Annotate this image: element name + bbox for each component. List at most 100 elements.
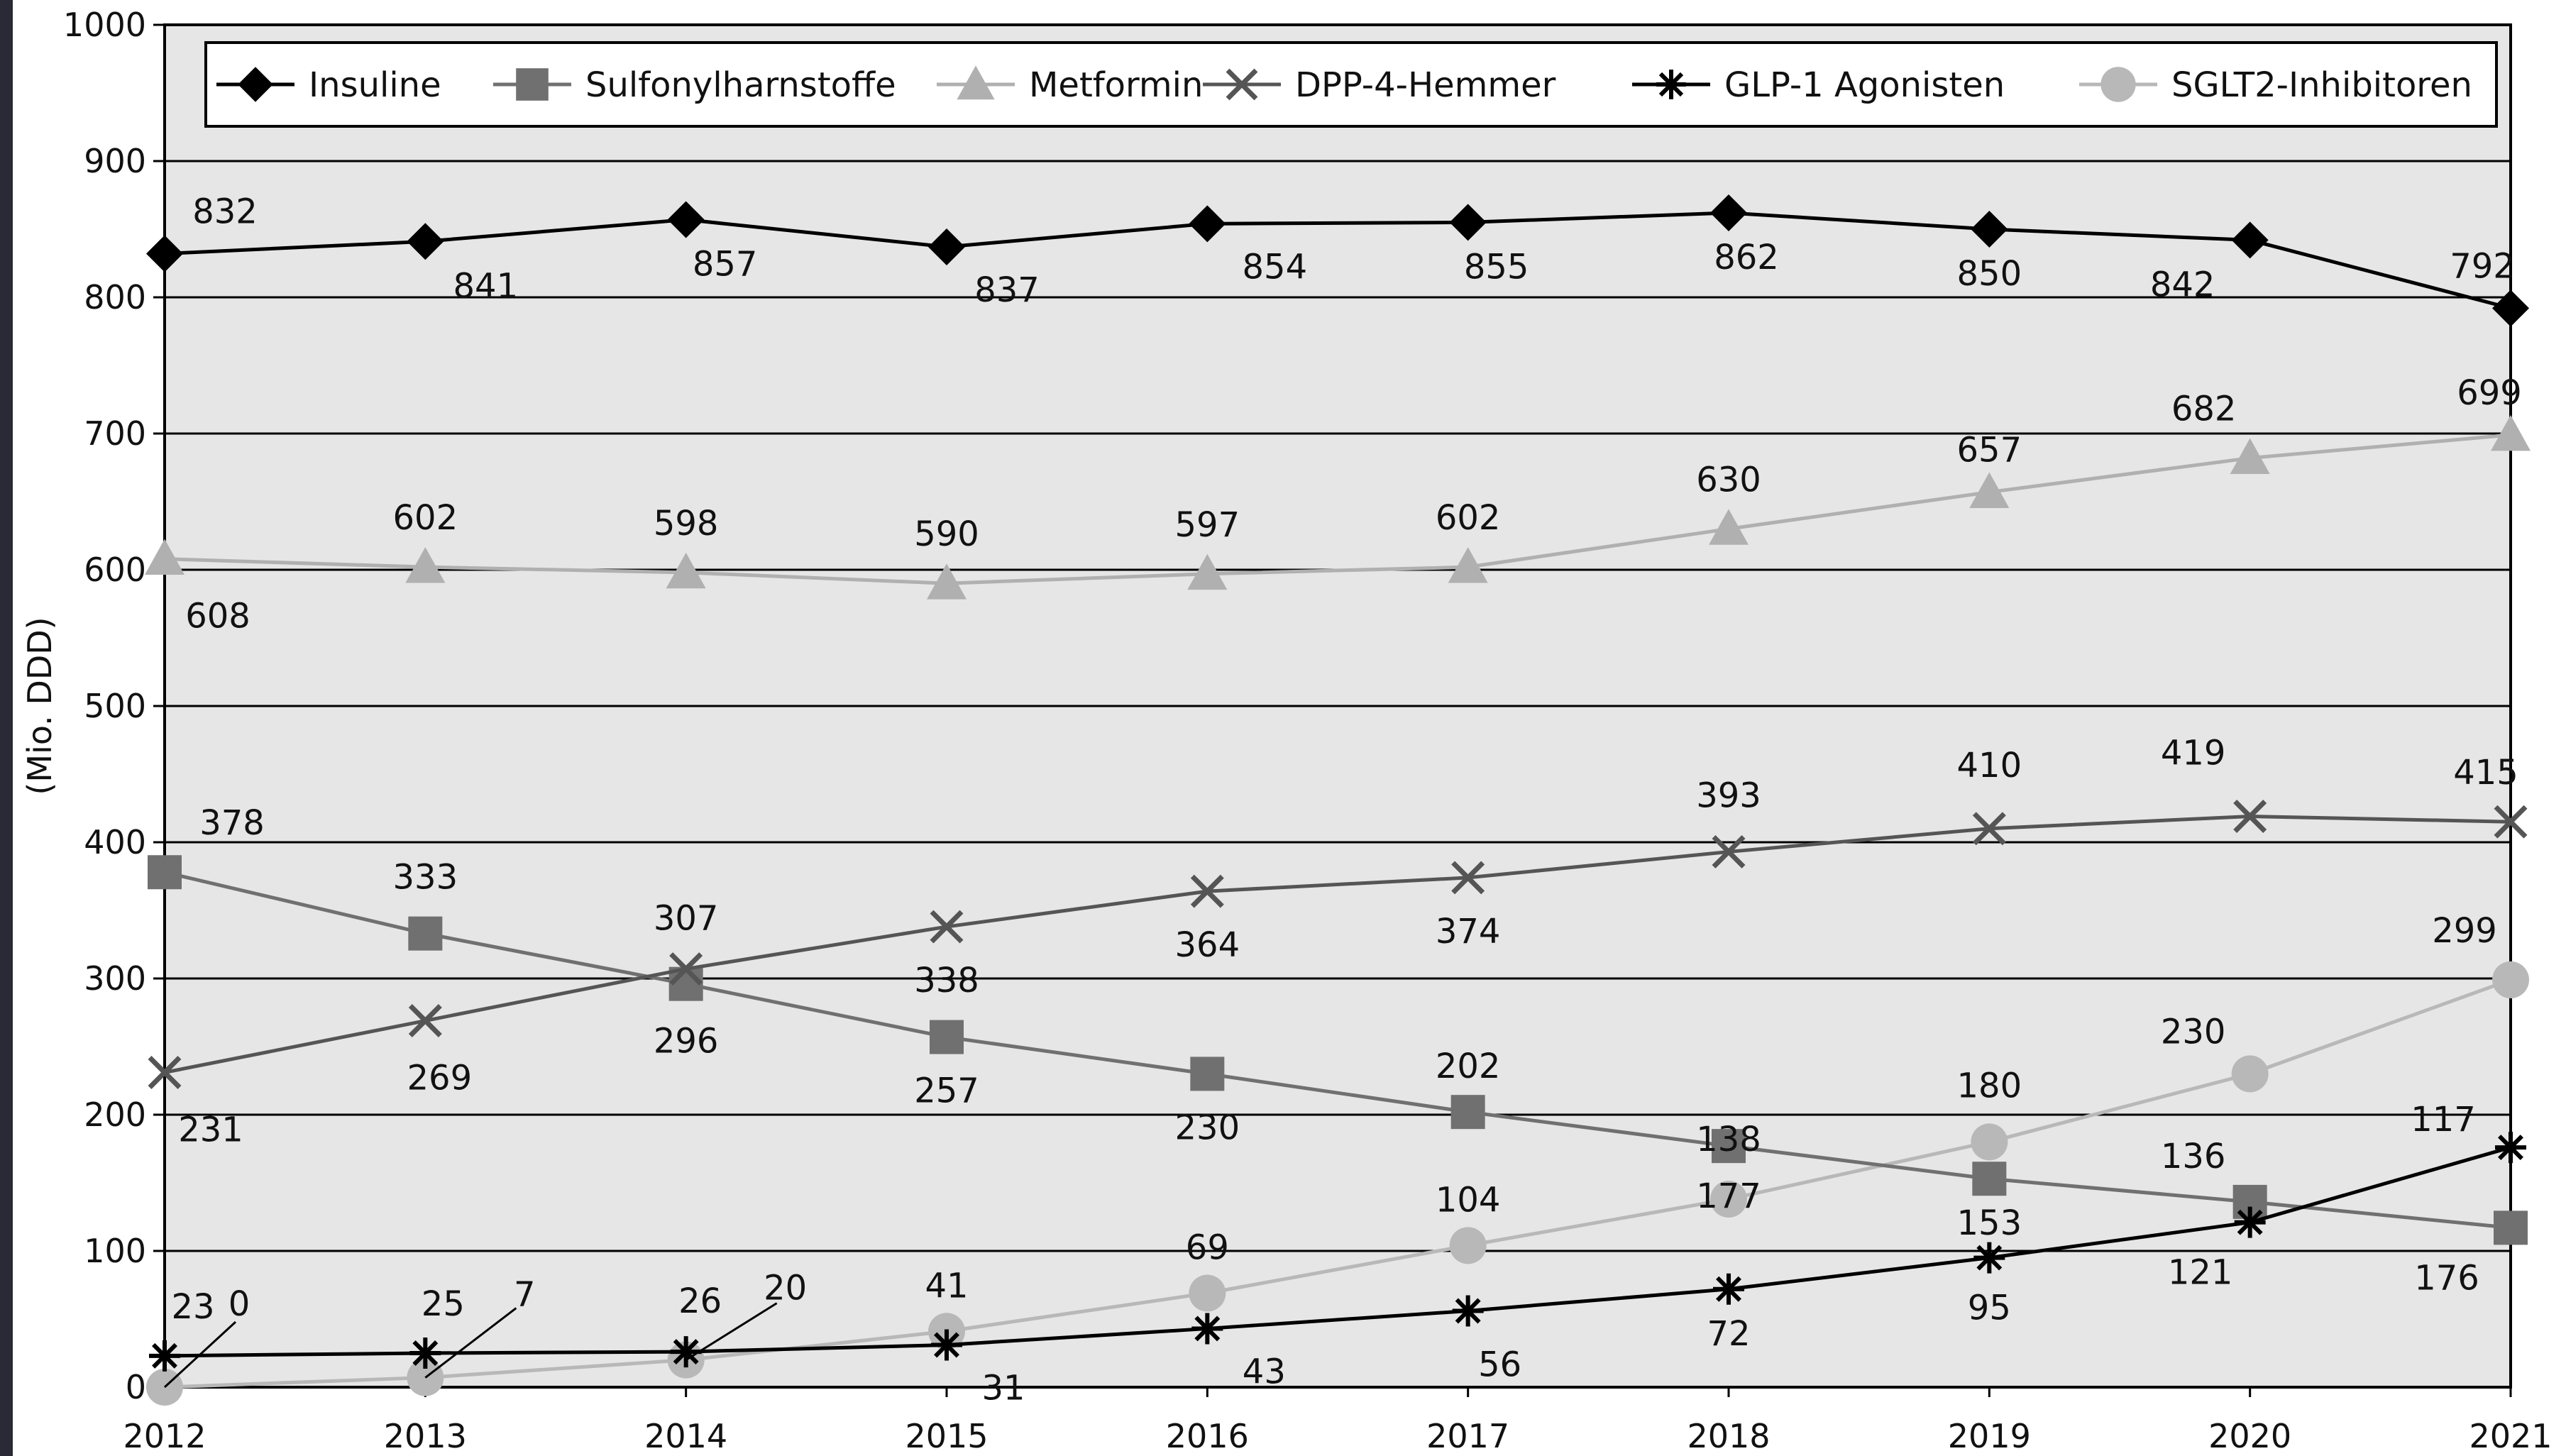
point-Sulfonylharnstoffe-2017 xyxy=(1450,1095,1485,1130)
data-label: 837 xyxy=(974,270,1040,310)
data-label: 850 xyxy=(1957,254,2022,294)
point-GLP-1 Agonisten-2016 xyxy=(1191,1313,1223,1345)
xtick-label-2019: 2019 xyxy=(1948,1417,2031,1455)
data-label: 832 xyxy=(192,192,258,232)
ytick-label-400: 400 xyxy=(84,823,146,861)
point-SGLT2-Inhibitoren-2018 xyxy=(1710,1181,1747,1218)
legend-marker-GLP-1 Agonisten xyxy=(1656,70,1686,99)
data-label: 202 xyxy=(1436,1047,1501,1086)
legend-label-Metformin: Metformin xyxy=(1029,65,1203,105)
point-Insuline-2016 xyxy=(1189,205,1226,243)
point-Insuline-2012 xyxy=(146,235,183,272)
data-label: 597 xyxy=(1175,505,1240,545)
ytick-label-300: 300 xyxy=(84,959,146,998)
leader-line-2012 xyxy=(163,1320,237,1389)
point-GLP-1 Agonisten-2019 xyxy=(1973,1242,2005,1274)
point-DPP-4-Hemmer-2013 xyxy=(408,1004,442,1037)
series-line-Metformin xyxy=(164,433,2511,585)
legend-item-GLP-1 Agonisten: GLP-1 Agonisten xyxy=(1632,65,2005,105)
legend-marker-Sulfonylharnstoffe xyxy=(516,68,549,101)
leader-line-2014 xyxy=(685,1302,778,1361)
data-label: 117 xyxy=(2411,1100,2476,1140)
data-label: 25 xyxy=(422,1284,465,1324)
data-label: 257 xyxy=(914,1071,979,1111)
legend-item-Sulfonylharnstoffe: Sulfonylharnstoffe xyxy=(493,65,896,105)
data-label: 410 xyxy=(1957,746,2022,785)
point-Metformin-2018 xyxy=(1709,509,1749,545)
data-label: 269 xyxy=(407,1059,473,1098)
legend-item-Metformin: Metformin xyxy=(937,65,1203,105)
data-label: 230 xyxy=(1175,1108,1240,1147)
ytick-label-100: 100 xyxy=(84,1232,146,1270)
data-label: 338 xyxy=(914,961,979,1000)
point-Metformin-2014 xyxy=(666,552,706,589)
data-label: 590 xyxy=(914,514,979,554)
xtick-label-2012: 2012 xyxy=(123,1417,206,1455)
point-DPP-4-Hemmer-2018 xyxy=(1712,834,1746,868)
data-label: 598 xyxy=(654,504,719,544)
series-line-DPP-4-Hemmer xyxy=(164,815,2511,1074)
data-label: 842 xyxy=(2150,265,2215,304)
data-label: 0 xyxy=(228,1284,250,1324)
data-label: 104 xyxy=(1436,1180,1501,1220)
point-Sulfonylharnstoffe-2013 xyxy=(408,916,443,951)
series-Sulfonylharnstoffe xyxy=(148,855,2528,1245)
data-label: 854 xyxy=(1243,247,1308,287)
legend-item-SGLT2-Inhibitoren: SGLT2-Inhibitoren xyxy=(2079,65,2472,105)
point-DPP-4-Hemmer-2014 xyxy=(669,952,703,986)
point-DPP-4-Hemmer-2012 xyxy=(148,1056,182,1089)
point-Insuline-2019 xyxy=(1971,211,2008,248)
xtick-label-2017: 2017 xyxy=(1426,1417,1509,1455)
point-DPP-4-Hemmer-2020 xyxy=(2233,800,2267,833)
data-label: 682 xyxy=(2171,390,2237,429)
ytick-label-500: 500 xyxy=(84,687,146,725)
xtick-label-2021: 2021 xyxy=(2469,1417,2552,1455)
point-Insuline-2017 xyxy=(1449,204,1487,241)
xtick-label-2018: 2018 xyxy=(1687,1417,1770,1455)
data-labels: 832 841 857 837 854 855 862 850 842 792 608 602 598 5… xyxy=(171,192,2521,1408)
point-Insuline-2021 xyxy=(2492,289,2529,327)
data-label: 602 xyxy=(393,498,458,538)
ytick-label-600: 600 xyxy=(84,551,146,589)
x-axis-ticks: 2012 2013 2014 2015 2016 2017 2018 2019 2020 2021 xyxy=(123,1387,2553,1455)
data-label: 138 xyxy=(1696,1120,1761,1159)
point-Metformin-2012 xyxy=(145,539,185,575)
point-Insuline-2015 xyxy=(928,228,965,265)
ytick-label-0: 0 xyxy=(126,1368,146,1406)
point-Sulfonylharnstoffe-2012 xyxy=(148,855,182,890)
point-SGLT2-Inhibitoren-2019 xyxy=(1971,1123,2008,1161)
point-Metformin-2015 xyxy=(927,563,967,600)
left-edge-strip xyxy=(0,0,13,1456)
point-Metformin-2013 xyxy=(405,547,446,583)
ytick-label-900: 900 xyxy=(84,142,146,180)
legend-marker-SGLT2-Inhibitoren xyxy=(2100,67,2136,102)
data-label: 855 xyxy=(1464,247,1529,287)
point-Sulfonylharnstoffe-2019 xyxy=(1972,1162,2007,1196)
ytick-label-800: 800 xyxy=(84,278,146,316)
data-label: 296 xyxy=(654,1022,719,1061)
point-Metformin-2021 xyxy=(2491,414,2531,451)
data-label: 43 xyxy=(1243,1352,1286,1391)
legend-marker-Metformin xyxy=(957,65,995,100)
data-label: 230 xyxy=(2161,1012,2226,1052)
legend-marker-DPP-4-Hemmer xyxy=(1226,68,1258,101)
point-Insuline-2014 xyxy=(667,201,705,238)
point-Sulfonylharnstoffe-2015 xyxy=(930,1020,964,1054)
y-axis-ticks: 0 100 200 300 400 500 600 700 800 900 1000 xyxy=(63,6,165,1406)
point-GLP-1 Agonisten-2020 xyxy=(2234,1206,2266,1238)
point-SGLT2-Inhibitoren-2021 xyxy=(2492,961,2529,998)
point-Insuline-2018 xyxy=(1710,194,1747,231)
data-label: 41 xyxy=(925,1266,968,1306)
data-label: 862 xyxy=(1714,238,1779,277)
data-label: 419 xyxy=(2161,734,2226,773)
data-label: 378 xyxy=(199,803,265,843)
point-SGLT2-Inhibitoren-2020 xyxy=(2231,1055,2269,1093)
series-line-Sulfonylharnstoffe xyxy=(164,870,2511,1230)
xtick-label-2020: 2020 xyxy=(2208,1417,2291,1455)
point-Metformin-2017 xyxy=(1448,547,1488,583)
point-DPP-4-Hemmer-2016 xyxy=(1190,874,1224,908)
point-GLP-1 Agonisten-2013 xyxy=(409,1338,441,1369)
data-label: 176 xyxy=(2414,1258,2479,1298)
series-GLP-1 Agonisten xyxy=(149,1132,2526,1372)
